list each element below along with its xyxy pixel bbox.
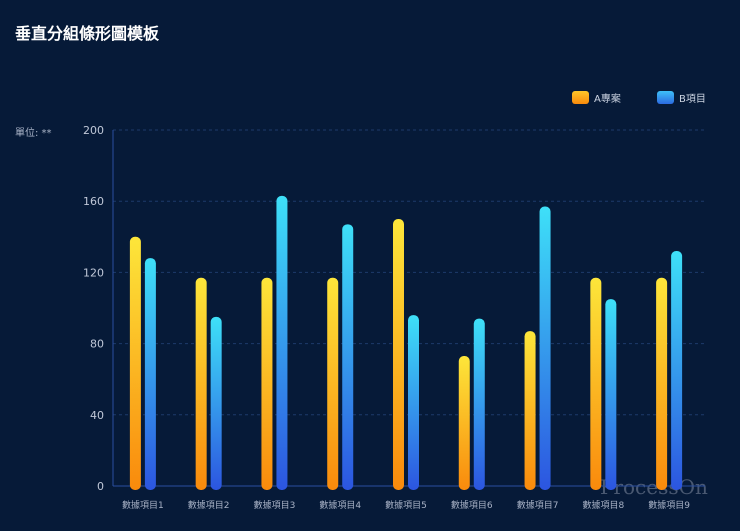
- chart-title: 垂直分組條形圖模板: [15, 24, 160, 43]
- y-tick-label: 40: [90, 409, 104, 422]
- bar-b: [276, 195, 288, 491]
- x-tick-label: 數據項目6: [451, 499, 493, 511]
- bar-b: [473, 318, 485, 490]
- bar-b: [539, 206, 551, 491]
- x-tick-label: 數據項目9: [648, 499, 690, 511]
- x-tick-label: 數據項目7: [517, 499, 559, 511]
- bar-b: [605, 299, 617, 490]
- x-tick-label: 數據項目8: [582, 499, 624, 511]
- bar-a: [590, 277, 602, 490]
- x-tick-label: 數據項目5: [385, 499, 427, 511]
- x-tick-label: 數據項目4: [319, 499, 361, 511]
- x-tick-label: 數據項目1: [122, 499, 164, 511]
- x-tick-label: 數據項目3: [254, 499, 296, 511]
- legend-label-a: A專案: [594, 94, 621, 105]
- y-tick-label: 120: [83, 266, 104, 279]
- y-tick-label: 160: [83, 195, 104, 208]
- bar-a: [458, 356, 470, 490]
- legend-item-a[interactable]: A專案: [572, 90, 621, 105]
- bar-b: [144, 258, 156, 490]
- bar-a: [393, 219, 404, 490]
- bar-a: [195, 277, 207, 490]
- legend-swatch-a: [572, 91, 589, 104]
- y-tick-label: 200: [83, 124, 104, 137]
- bar-a: [327, 277, 339, 490]
- bar-a: [129, 236, 141, 490]
- bar-a: [261, 277, 273, 490]
- x-tick-label: 數據項目2: [188, 499, 230, 511]
- y-tick-label: 80: [90, 338, 104, 351]
- bar-b: [342, 224, 354, 490]
- unit-label: 單位: **: [15, 128, 52, 139]
- bar-b: [408, 315, 419, 490]
- legend-swatch-b: [657, 91, 674, 104]
- bar-b: [671, 251, 683, 490]
- bar-a: [524, 331, 536, 490]
- bar-a: [656, 277, 668, 490]
- watermark: ProcessOn: [600, 475, 708, 499]
- bar-b: [210, 316, 222, 490]
- y-tick-label: 0: [97, 480, 104, 493]
- legend-label-b: B項目: [679, 94, 706, 105]
- legend-item-b[interactable]: B項目: [657, 90, 706, 105]
